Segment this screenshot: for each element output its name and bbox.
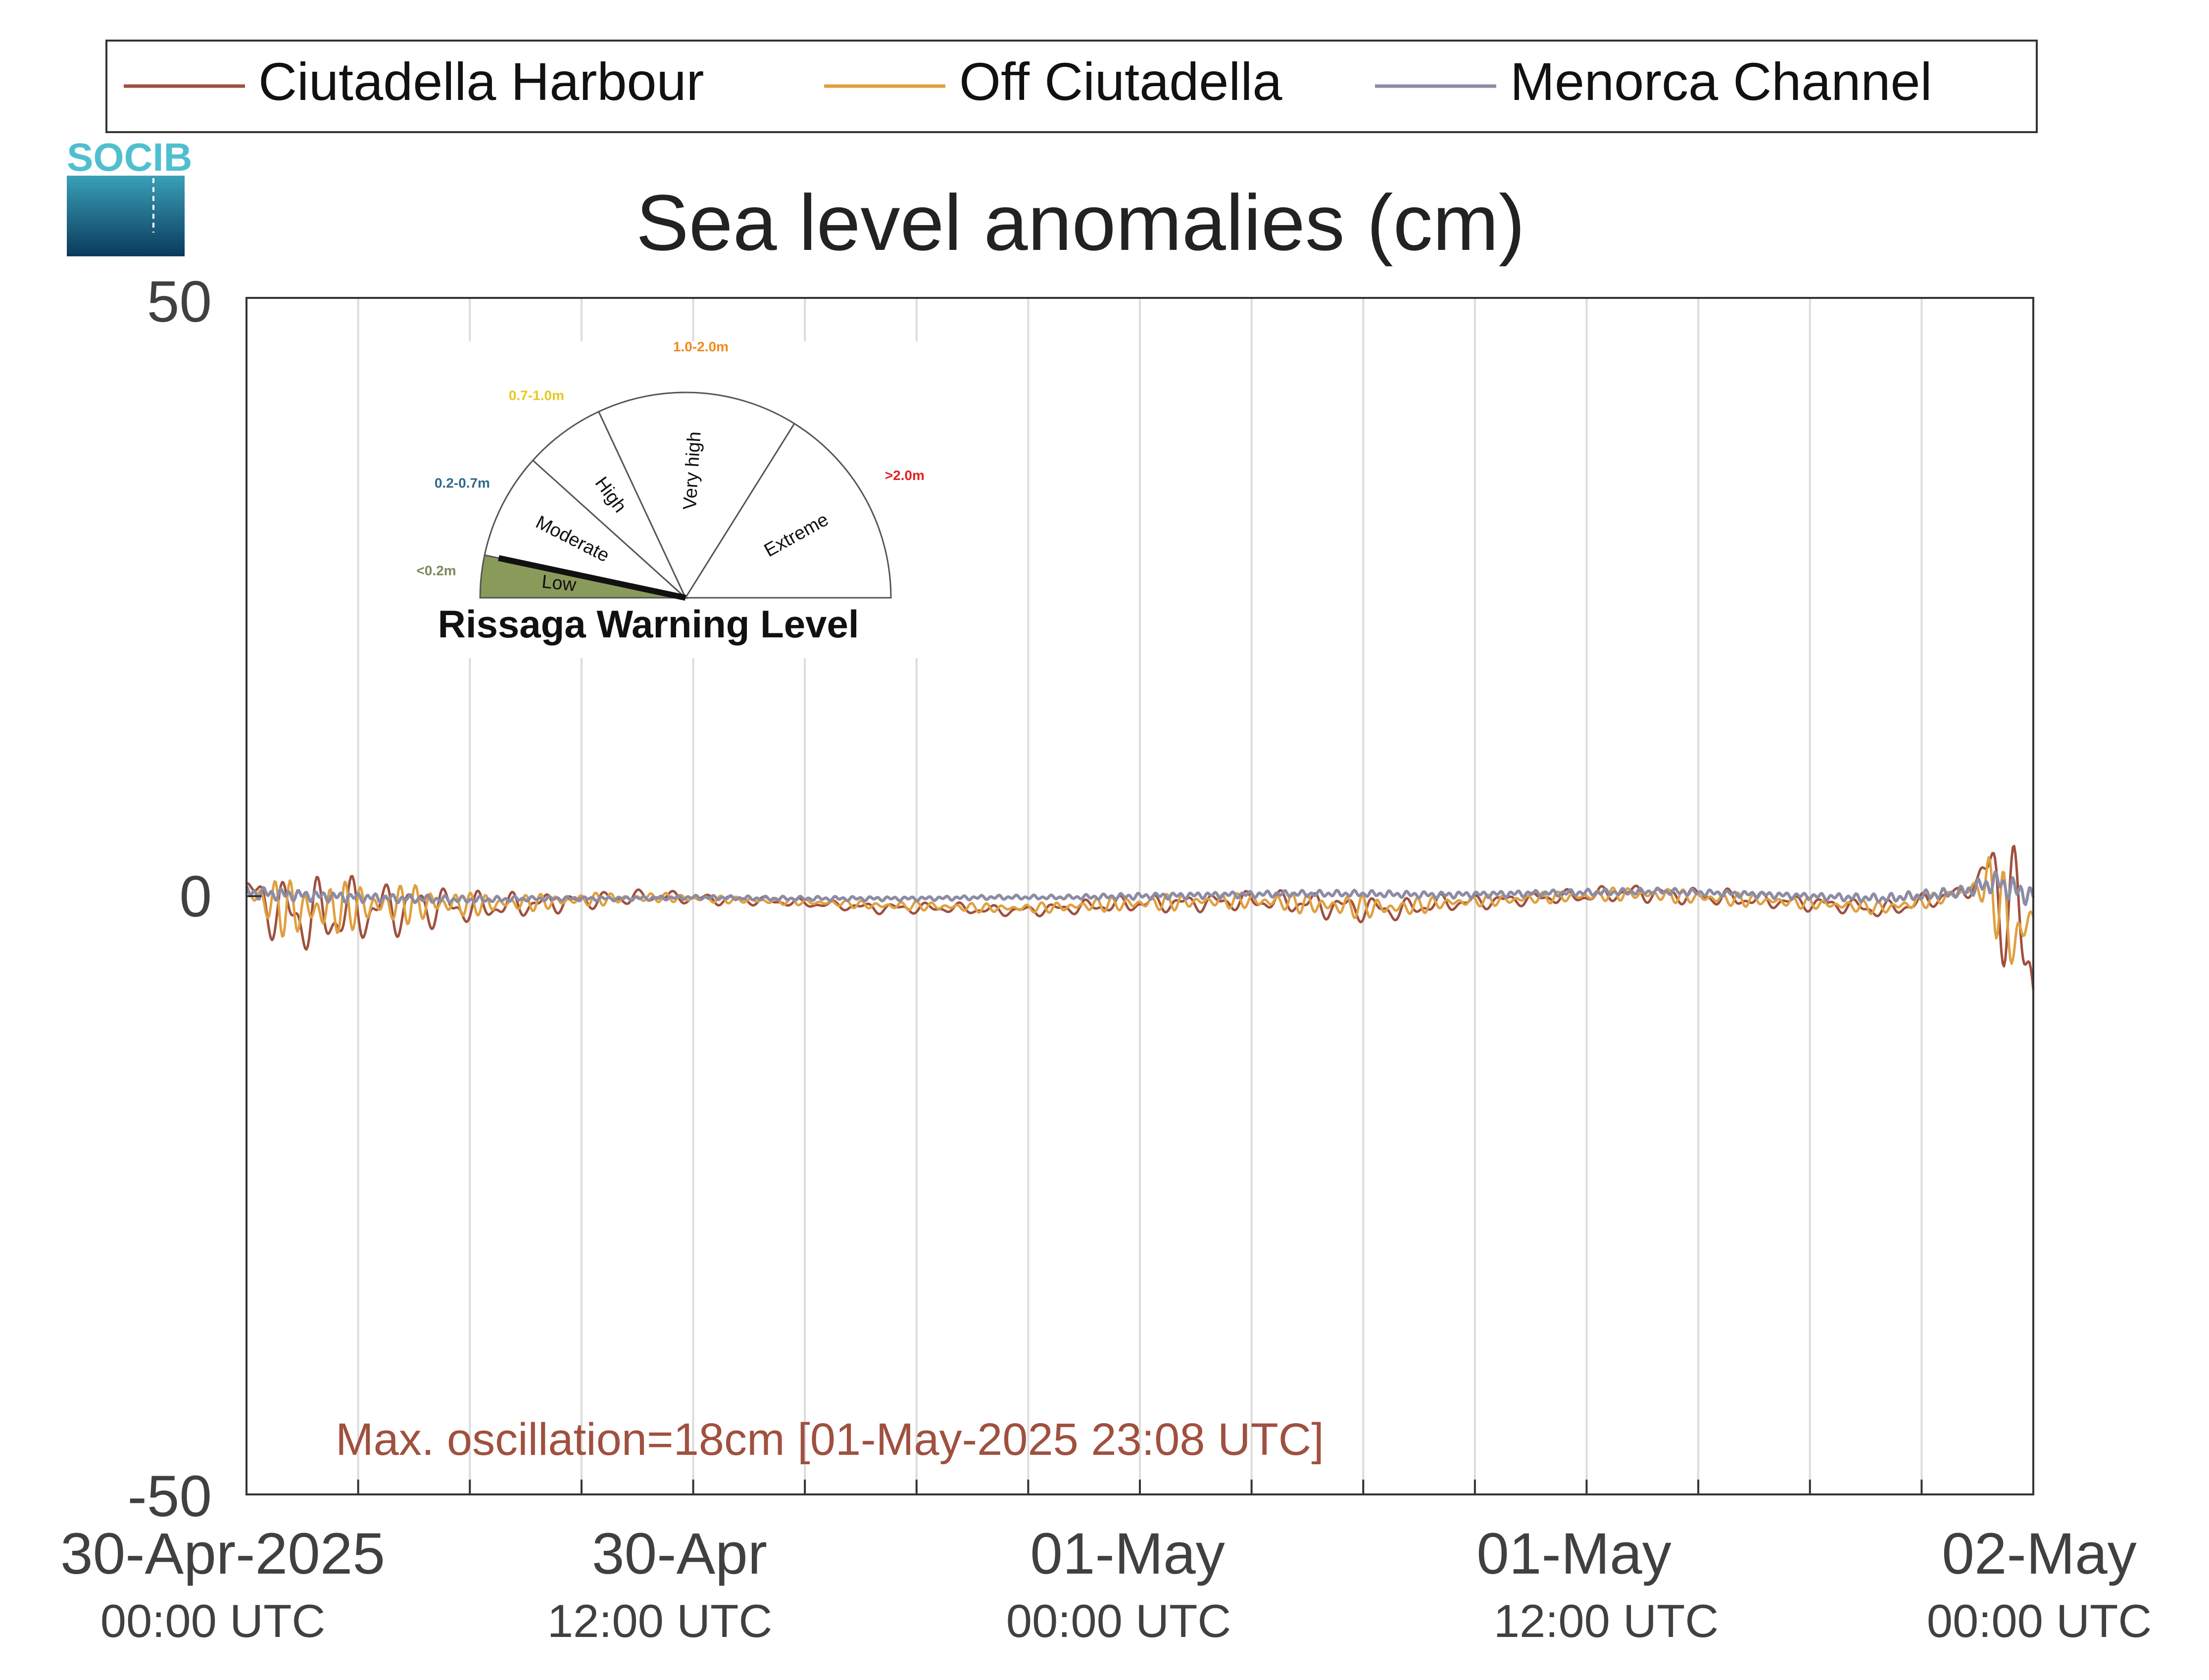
- legend-label-ciutadella-harbour: Ciutadella Harbour: [258, 51, 704, 111]
- y-tick-label: 50: [147, 269, 212, 335]
- y-tick-label: -50: [127, 1464, 212, 1529]
- x-tick-date-label: 01-May: [1030, 1521, 1225, 1586]
- gauge-range-label: 0.2-0.7m: [435, 476, 490, 491]
- x-axis: 30-Apr-2025 00:00 UTC 30-Apr 12:00 UTC 0…: [60, 1521, 2152, 1647]
- x-tick-marks: [245, 297, 2034, 1495]
- legend-label-menorca-channel: Menorca Channel: [1510, 51, 1932, 111]
- gauge-sector-very-high: [597, 391, 795, 600]
- x-tick-time-label: 00:00 UTC: [1006, 1595, 1231, 1647]
- gauge-sector-label: Very high: [680, 431, 705, 511]
- max-oscillation-annotation: Max. oscillation=18cm [01-May-2025 23:08…: [336, 1414, 1324, 1465]
- series-line-menorca-channel: [245, 870, 2035, 907]
- x-tick-date-label: 30-Apr-2025: [60, 1521, 385, 1586]
- socib-logo-block: [67, 176, 185, 256]
- gauge-range-label: >2.0m: [885, 468, 925, 483]
- gauge-needle: [498, 555, 687, 601]
- x-tick-time-label: 00:00 UTC: [100, 1595, 326, 1647]
- legend-label-off-ciutadella: Off Ciutadella: [959, 51, 1282, 111]
- legend-frame: [105, 40, 2038, 133]
- legend: Ciutadella Harbour Off Ciutadella Menorc…: [105, 40, 2038, 133]
- gauge-range-label: 0.7-1.0m: [509, 387, 564, 403]
- gauge-title: Rissaga Warning Level: [438, 602, 859, 646]
- x-tick-time-label: 12:00 UTC: [547, 1595, 773, 1647]
- x-tick-date-label: 30-Apr: [592, 1521, 767, 1586]
- series-line-ciutadella-harbour: [246, 845, 2035, 990]
- gauge-sectors: [479, 391, 892, 601]
- chart-title: Sea level anomalies (cm): [636, 178, 1525, 267]
- y-axis: 50 0 -50: [127, 269, 212, 1529]
- gauge-range-label: 1.0-2.0m: [673, 339, 729, 354]
- x-tick-date-label: 02-May: [1942, 1521, 2136, 1586]
- x-tick-date-label: 01-May: [1476, 1521, 1671, 1586]
- gauge-sector-high: [532, 410, 687, 599]
- y-tick-label: 0: [179, 864, 212, 929]
- series-lines: [245, 845, 2035, 990]
- x-tick-time-label: 12:00 UTC: [1494, 1595, 1719, 1647]
- socib-logo: SOCIB: [67, 135, 192, 256]
- gauge-sector-extreme: [684, 422, 892, 599]
- x-tick-time-label: 00:00 UTC: [1927, 1595, 2152, 1647]
- gauge-range-label: <0.2m: [416, 563, 456, 578]
- gauge-sector-label: Low: [540, 572, 577, 596]
- socib-logo-text: SOCIB: [67, 135, 192, 179]
